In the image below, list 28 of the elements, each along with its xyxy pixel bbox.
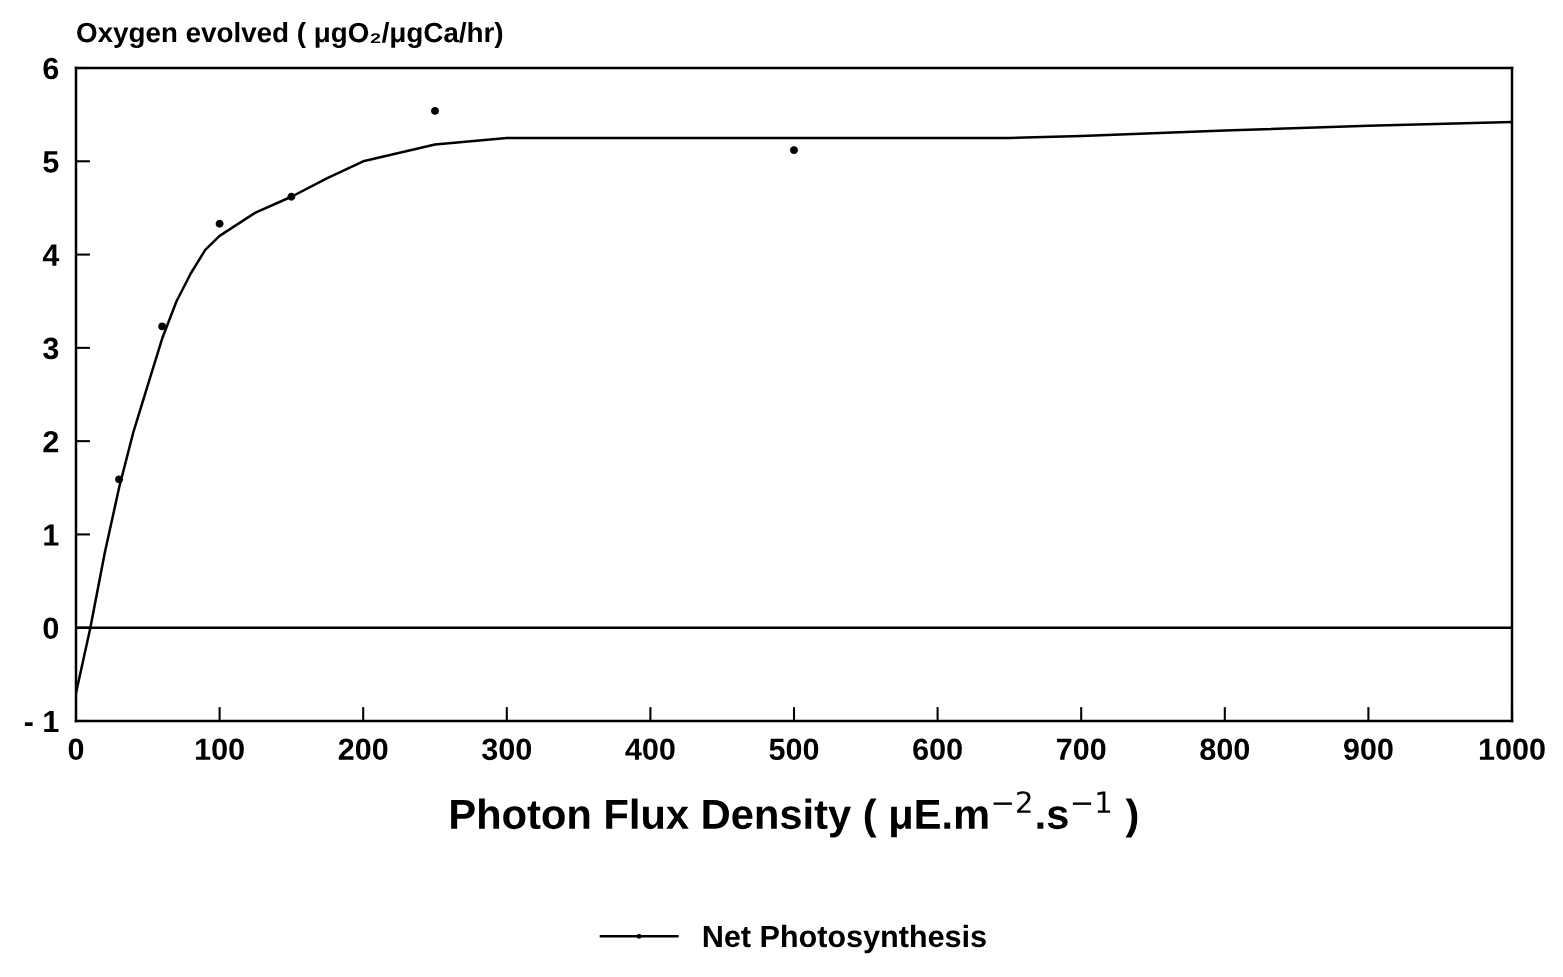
y-tick-label: 4 [42, 244, 60, 266]
y-axis-title: Oxygen evolved ( μgO₂/μgCa/hr) [77, 21, 503, 49]
y-tick-label: 2 [43, 430, 59, 453]
y-tick-label: 6 [43, 57, 59, 80]
x-tick-label: 900 [1343, 738, 1393, 761]
x-tick-label: 800 [1200, 738, 1250, 761]
y-tick-label: 1 [44, 524, 59, 546]
y-tick-label: 3 [43, 337, 59, 360]
x-tick-label: 300 [482, 738, 532, 761]
point [115, 475, 124, 484]
y-tick-label: 5 [43, 151, 59, 173]
point [790, 146, 798, 155]
x-tick-label: 0 [68, 738, 84, 761]
y-tick-label: - 1 [24, 711, 59, 733]
legend-label: Net Photosynthesis [703, 924, 986, 954]
x-tick-label: 100 [196, 738, 244, 761]
x-tick-label: 1000 [1479, 738, 1545, 761]
x-tick-label: 400 [625, 738, 675, 761]
point [287, 192, 296, 201]
x-tick-label: 700 [1057, 738, 1106, 761]
point [215, 219, 224, 228]
x-axis-title: Photon Flux Density ( μE.m$^{−2}$.s$^{−1}$ ) [451, 791, 1138, 838]
x-tick-label: 200 [338, 738, 388, 761]
x-tick-label: 600 [913, 738, 962, 761]
point [158, 322, 167, 331]
y-tick-label: 0 [43, 617, 59, 640]
point [431, 106, 439, 115]
x-tick-label: 500 [769, 738, 819, 761]
